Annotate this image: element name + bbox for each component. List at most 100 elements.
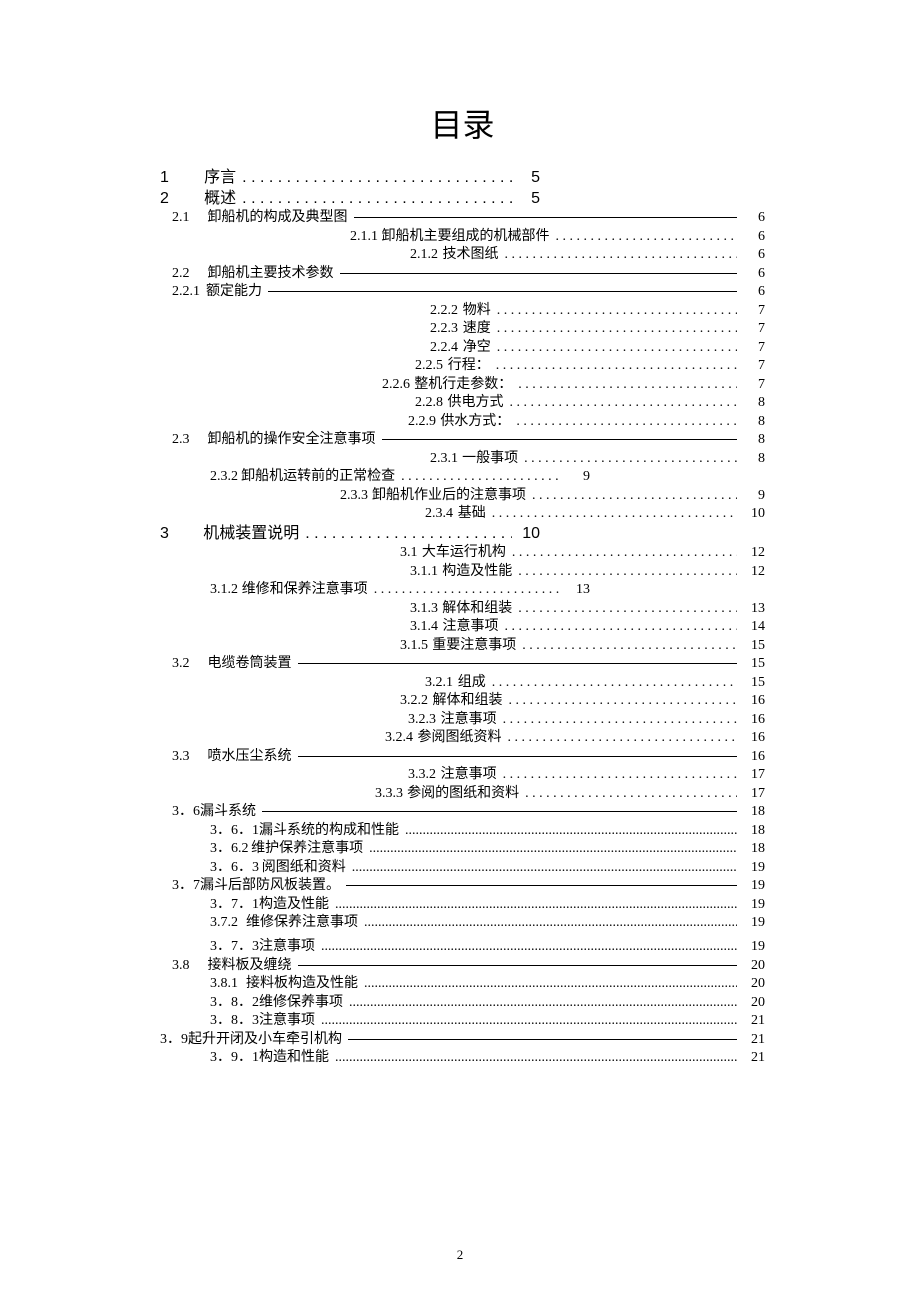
toc-entry-label: 注意事项 [441,768,497,782]
toc-entry-page: 5 [518,191,540,207]
toc-entry-page: 6 [743,211,765,225]
toc-entry-label: 行程： [448,359,490,373]
toc-entry-page: 16 [743,694,765,708]
toc-entry-label: 维修保养注意事项 [246,916,358,930]
toc-entry-page: 12 [743,546,765,560]
toc-entry: 3.1.2维修和保养注意事项13 [210,583,590,597]
toc-entry-page: 13 [743,602,765,616]
toc-entry-page: 21 [743,1014,765,1028]
toc-leader [321,1014,737,1028]
toc-entry-number: 1 [160,170,200,186]
toc-entry-number: 2.2 [172,267,190,281]
toc-entry-number: 3．6.2 [210,842,249,856]
toc-entry-label: 卸船机的操作安全注意事项 [208,433,376,447]
toc-leader [369,842,737,856]
toc-leader [503,713,737,727]
toc-entry-number: 2.2.9 [408,415,436,429]
toc-entry-label: 大车运行机构 [422,546,506,560]
toc-entry: 3机械装置说明10 [160,526,540,542]
toc-entry: 2.3.4基础10 [425,507,765,521]
toc-leader [268,291,737,292]
toc-entry: 3．6．1漏斗系统的构成和性能18 [210,824,765,838]
toc-entry-number: 2.2.6 [382,378,410,392]
toc-entry-label: 维修保养事项 [259,996,343,1010]
toc-leader [496,359,737,373]
toc-leader [518,565,737,579]
toc-entry-page: 8 [743,415,765,429]
toc-entry-page: 15 [743,657,765,671]
toc-entry: 2.1.1卸船机主要组成的机械部件6 [350,230,765,244]
toc-entry-label: 注意事项 [259,940,315,954]
toc-entry-label: 卸船机的构成及典型图 [208,211,348,225]
toc-entry-number: 2.1.2 [410,248,438,262]
toc-entry-label: 漏斗系统 [200,805,256,819]
toc-entry-page: 7 [743,322,765,336]
toc-entry-number: 3.3.2 [408,768,436,782]
toc-leader [492,507,737,521]
toc-entry-page: 14 [743,620,765,634]
toc-entry-number: 3.3.3 [375,787,403,801]
toc-entry: 3．9．1构造和性能21 [210,1051,765,1065]
toc-entry-number: 3.3 [172,750,190,764]
toc-entry-page: 17 [743,787,765,801]
toc-entry-page: 20 [743,977,765,991]
toc-leader [532,489,737,503]
toc-entry-page: 13 [568,583,590,597]
toc-leader [509,396,737,410]
toc-entry-label: 组成 [458,676,486,690]
toc-leader [497,322,737,336]
toc-leader [505,620,737,634]
toc-entry-page: 21 [743,1051,765,1065]
toc-leader [340,273,738,274]
toc-entry-page: 21 [743,1033,765,1047]
toc-entry-number: 3.8 [172,959,190,973]
toc-entry-number: 3．9．1 [210,1051,259,1065]
toc-entry-page: 8 [743,452,765,466]
toc-leader [298,663,738,664]
toc-entry-label: 额定能力 [206,285,262,299]
toc-entry-label: 漏斗系统的构成和性能 [259,824,399,838]
toc-entry-page: 8 [743,433,765,447]
toc-entry-page: 6 [743,267,765,281]
toc-entry-page: 7 [743,378,765,392]
toc-entry-page: 19 [743,940,765,954]
toc-leader [518,378,737,392]
toc-leader [364,977,737,991]
toc-leader [522,639,737,653]
toc-entry-number: 3.2.2 [400,694,428,708]
toc-entry: 3．9起升开闭及小车牵引机构21 [160,1033,765,1047]
toc-entry-number: 2.3.2 [210,470,238,484]
toc-entry: 3.7.2维修保养注意事项19 [210,916,765,930]
toc-entry-page: 15 [743,639,765,653]
toc-entry-label: 参阅的图纸和资料 [407,787,519,801]
toc-leader [508,694,737,708]
toc-entry: 3．8．2维修保养事项20 [210,996,765,1010]
toc-entry-number: 2.2.8 [415,396,443,410]
toc-leader [497,341,737,355]
toc-entry-label: 物料 [463,304,491,318]
toc-entry-label: 基础 [458,507,486,521]
toc-leader [335,1051,737,1065]
toc-entry-label: 速度 [463,322,491,336]
toc-entry-page: 16 [743,731,765,745]
toc-entry: 3.1.4注意事项14 [410,620,765,634]
toc-leader [492,676,737,690]
toc-leader [518,602,737,616]
toc-entry-number: 3.8.1 [210,977,238,991]
toc-entry: 3.2电缆卷筒装置15 [172,657,765,671]
toc-entry: 3.3喷水压尘系统16 [172,750,765,764]
toc-entry-label: 解体和组装 [432,694,502,708]
toc-entry: 3.2.3注意事项16 [408,713,765,727]
toc-leader [305,526,512,542]
toc-entry-page: 7 [743,359,765,373]
toc-entry-label: 阅图纸和资料 [262,861,346,875]
toc-entry: 3.3.3 参阅的图纸和资料 17 [375,787,765,801]
toc-entry: 1序言5 [160,170,540,186]
toc-entry: 3．7．3注意事项19 [210,940,765,954]
toc-leader [346,885,737,886]
toc-leader [556,230,737,244]
toc-entry-number: 2.3 [172,433,190,447]
toc-entry-number: 3．7 [172,879,200,893]
toc-entry-label: 维护保养注意事项 [251,842,363,856]
toc-entry-label: 维修和保养注意事项 [242,583,368,597]
